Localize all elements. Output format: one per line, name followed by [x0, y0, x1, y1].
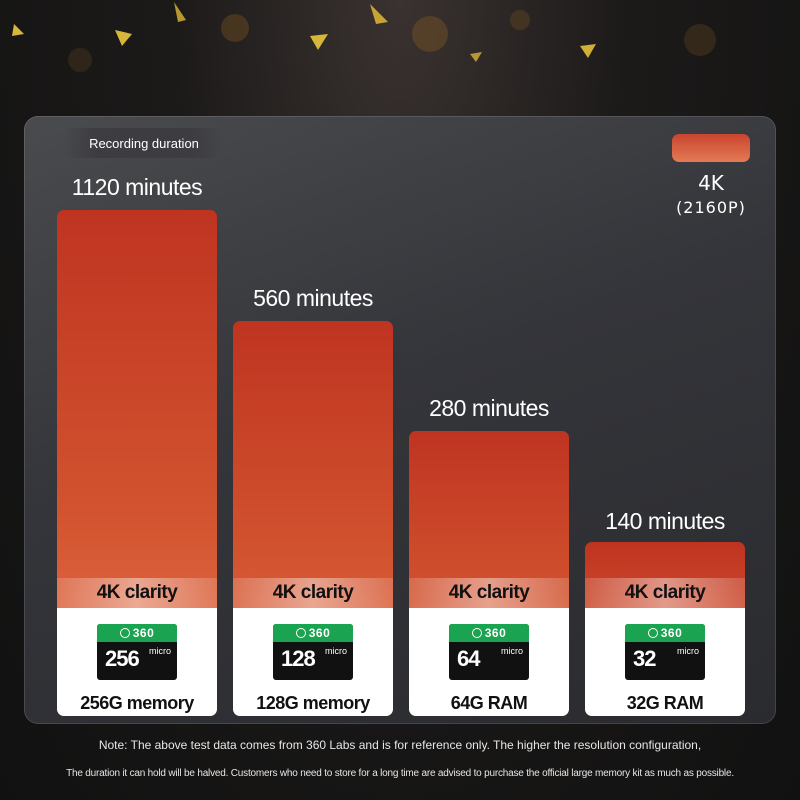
card-capacity: 256 [105, 646, 140, 671]
bar: 4K clarity 360 32 micro 32G RAM [585, 542, 745, 716]
brand-logo-icon [295, 628, 306, 638]
card-brand-strip: 360 [625, 624, 705, 642]
sd-card-image: 360 128 micro [273, 624, 353, 680]
card-type-text: micro [149, 646, 171, 656]
sd-card-image: 360 64 micro [449, 624, 529, 680]
card-brand-text: 360 [132, 626, 155, 640]
card-brand-strip: 360 [449, 624, 529, 642]
card-type-text: micro [325, 646, 347, 656]
card-brand-strip: 360 [273, 624, 353, 642]
brand-logo-icon [119, 628, 130, 638]
bar-caption: 4K clarity [409, 578, 569, 608]
card-capacity: 64 [457, 646, 481, 671]
card-capacity: 128 [281, 646, 316, 671]
value-label: 560 minutes [253, 285, 373, 311]
brand-logo-icon [471, 628, 482, 638]
bar-caption: 4K clarity [585, 578, 745, 608]
legend-sublabel: (2160P) [676, 198, 746, 217]
legend-swatch [672, 134, 750, 162]
footnote-line-1: Note: The above test data comes from 360… [98, 738, 702, 752]
card-brand-text: 360 [484, 626, 507, 640]
category-label: 256G memory [80, 693, 194, 713]
background-sparkles [12, 2, 716, 72]
card-type-text: micro [677, 646, 699, 656]
footnote-line-2: The duration it can hold will be halved.… [66, 768, 734, 779]
chart-title: Recording duration [64, 128, 224, 158]
value-label: 140 minutes [605, 508, 725, 534]
bar: 4K clarity 360 128 micro 128G memory [233, 321, 393, 716]
brand-logo-icon [647, 628, 658, 638]
card-brand-text: 360 [308, 626, 331, 640]
value-label: 280 minutes [429, 395, 549, 421]
card-brand-text: 360 [660, 626, 683, 640]
bar: 4K clarity 360 256 micro 256G memory [57, 210, 217, 716]
bar: 4K clarity 360 64 micro 64G RAM [409, 431, 569, 716]
sd-card-image: 360 256 micro [97, 624, 177, 680]
card-capacity: 32 [633, 646, 657, 671]
bar-caption: 4K clarity [57, 578, 217, 608]
category-label: 128G memory [256, 693, 370, 713]
bar-caption: 4K clarity [233, 578, 393, 608]
legend-label: 4K [698, 171, 724, 195]
sd-card-image: 360 32 micro [625, 624, 705, 680]
card-type-text: micro [501, 646, 523, 656]
category-label: 64G RAM [450, 693, 528, 713]
category-label: 32G RAM [626, 693, 704, 713]
card-brand-strip: 360 [97, 624, 177, 642]
value-label: 1120 minutes [71, 174, 203, 200]
